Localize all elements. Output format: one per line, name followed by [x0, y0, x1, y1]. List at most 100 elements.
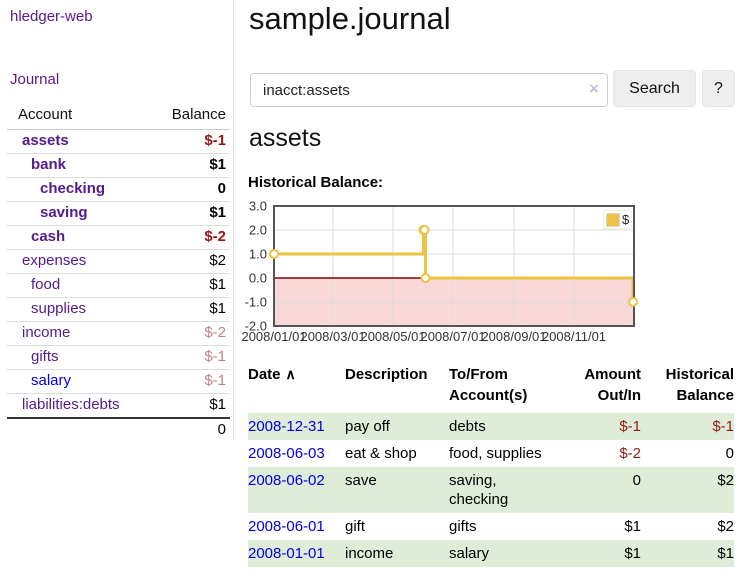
transaction-balance: $1 [717, 545, 734, 562]
account-row: bank $1 [7, 153, 230, 178]
account-row: salary $-1 [7, 369, 230, 394]
transaction-date-link[interactable]: 2008-06-03 [248, 445, 325, 462]
x-axis-tick-label: 2008/05/01 [360, 329, 425, 344]
balance-column-header: Balance [153, 102, 230, 130]
transaction-description: eat & shop [345, 445, 417, 462]
account-balance: $-2 [153, 225, 230, 250]
sort-ascending-icon: ∧ [285, 366, 296, 382]
date-column-header[interactable]: Date ∧ [248, 361, 345, 413]
register-row: 2008-06-03 eat & shop food, supplies $-2… [248, 440, 734, 467]
accounts-column-header: To/From Account(s) [449, 366, 528, 404]
app-brand-link[interactable]: hledger-web [10, 8, 93, 25]
legend-swatch [606, 212, 620, 227]
y-axis-tick-label: 1.0 [249, 247, 267, 262]
transaction-date-link[interactable]: 2008-06-01 [248, 518, 325, 535]
transaction-balance: $2 [717, 472, 734, 489]
x-axis-tick-label: 2008/07/01 [420, 329, 485, 344]
account-link-income[interactable]: income [22, 324, 71, 341]
account-link-gifts[interactable]: gifts [31, 348, 59, 365]
account-balance: $1 [153, 393, 230, 419]
transaction-balance: $2 [717, 518, 734, 535]
account-link-supplies[interactable]: supplies [31, 300, 87, 317]
account-link-bank[interactable]: bank [31, 156, 67, 173]
account-link-assets[interactable]: assets [22, 132, 69, 149]
account-row: supplies $1 [7, 297, 230, 322]
data-point [628, 297, 639, 307]
account-link-saving[interactable]: saving [40, 204, 88, 221]
transaction-accounts: salary [449, 545, 490, 562]
account-link-expenses[interactable]: expenses [22, 252, 87, 269]
account-row: cash $-2 [7, 225, 230, 250]
y-axis-tick-label: 3.0 [249, 199, 267, 214]
account-balance: $-1 [153, 129, 230, 154]
account-row: gifts $-1 [7, 345, 230, 370]
legend-label: $ [622, 212, 630, 227]
help-button[interactable]: ? [702, 70, 735, 107]
register-table: Date ∧ Description To/From Account(s) Amo… [248, 361, 734, 567]
sidebar-divider [233, 0, 234, 440]
data-point [269, 249, 279, 259]
account-balance: $-2 [153, 321, 230, 346]
account-link-checking[interactable]: checking [40, 180, 106, 197]
register-row: 2008-06-02 save saving, checking 0 $2 [248, 467, 734, 513]
transaction-date-link[interactable]: 2008-01-01 [248, 545, 325, 562]
account-link-salary[interactable]: salary [31, 372, 72, 389]
chart-legend: $ [603, 210, 633, 229]
balance-chart: 3.0 2.0 1.0 0.0 -1.0 -2.02008/01/012008/03/01… [241, 199, 639, 344]
transaction-accounts: food, supplies [449, 445, 542, 462]
search-input[interactable] [250, 73, 608, 107]
date-header-label: Date [248, 366, 281, 383]
transaction-balance: 0 [725, 445, 734, 462]
clear-search-icon[interactable]: × [589, 79, 599, 98]
account-link-liabilities-debts[interactable]: liabilities:debts [22, 396, 120, 413]
account-balance: $1 [153, 297, 230, 322]
account-link-food[interactable]: food [31, 276, 61, 293]
register-row: 2008-12-31 pay off debts $-1 $-1 [248, 413, 734, 440]
account-row: food $1 [7, 273, 230, 298]
data-point [420, 273, 431, 283]
transaction-accounts: debts [449, 418, 486, 435]
page-title: sample.journal [249, 1, 451, 36]
transaction-description: save [345, 472, 377, 489]
account-row: assets $-1 [7, 129, 230, 154]
account-row: expenses $2 [7, 249, 230, 274]
register-row: 2008-06-01 gift gifts $1 $2 [248, 513, 734, 540]
account-row: liabilities:debts $1 [7, 393, 230, 419]
accounts-table-header: Account Balance [7, 102, 230, 130]
balance-chart-container: 3.0 2.0 1.0 0.0 -1.0 -2.0 2008/01/01 2008/03/01… [241, 199, 642, 350]
sidebar-item-journal[interactable]: Journal [10, 71, 60, 88]
transaction-balance: $-1 [712, 418, 734, 435]
transaction-amount: 0 [632, 472, 641, 489]
account-heading: assets [249, 124, 322, 152]
search-button[interactable]: Search [613, 70, 696, 107]
register-header-row: Date ∧ Description To/From Account(s) Amo… [248, 361, 734, 413]
transaction-amount: $-2 [619, 445, 641, 462]
transaction-amount: $-1 [619, 418, 641, 435]
account-balance: $1 [153, 153, 230, 178]
transaction-amount: $1 [624, 518, 641, 535]
transaction-date-link[interactable]: 2008-06-02 [248, 472, 325, 489]
transaction-description: income [345, 545, 394, 562]
amount-column-header: Amount Out/In [584, 366, 641, 404]
accounts-total-row: 0 [7, 418, 230, 442]
account-balance: $1 [153, 201, 230, 226]
account-row: saving $1 [7, 201, 230, 226]
chart-title: Historical Balance: [248, 174, 384, 191]
transaction-description: pay off [345, 418, 390, 435]
account-link-cash[interactable]: cash [31, 228, 66, 245]
account-balance: $1 [153, 273, 230, 298]
account-balance: 0 [153, 177, 230, 202]
transaction-accounts: gifts [449, 518, 477, 535]
x-axis-tick-label: 2008/01/01 [241, 329, 306, 344]
plot-border [273, 205, 635, 327]
x-axis-tick-label: 2008/03/01 [300, 329, 365, 344]
description-column-header: Description [345, 366, 428, 383]
transaction-amount: $1 [624, 545, 641, 562]
account-balance: $2 [153, 249, 230, 274]
x-axis-tick-label: 2008/11/01 [542, 329, 606, 344]
transaction-date-link[interactable]: 2008-12-31 [248, 418, 325, 435]
account-balance: $-1 [153, 345, 230, 370]
y-axis-tick-label: -2.0 [245, 319, 267, 334]
data-point [419, 225, 430, 235]
register-row: 2008-01-01 income salary $1 $1 [248, 540, 734, 567]
